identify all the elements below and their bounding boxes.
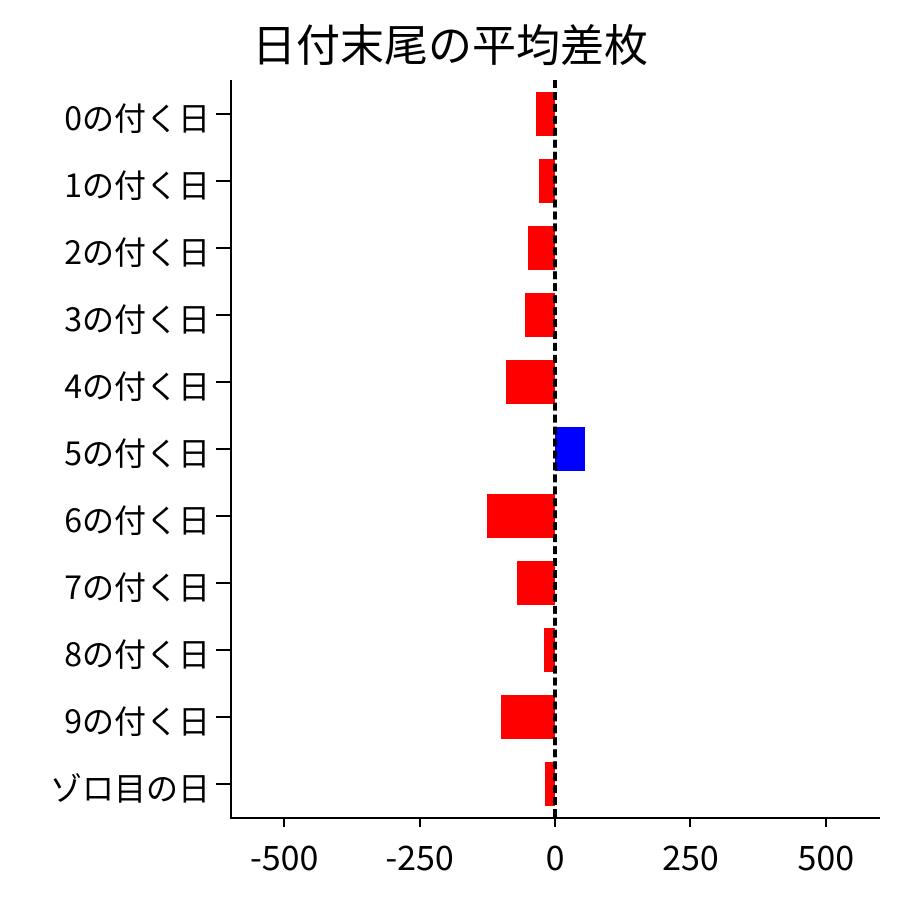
bar (487, 494, 555, 538)
zero-reference-line (553, 80, 557, 817)
y-tick-mark (216, 783, 230, 785)
bar (525, 293, 555, 337)
y-tick-label: ゾロ目の日 (0, 764, 210, 810)
y-tick-label: 4の付く日 (0, 362, 210, 408)
bar (517, 561, 555, 605)
y-axis-line (230, 80, 232, 817)
y-tick-mark (216, 582, 230, 584)
x-tick-mark (283, 817, 285, 827)
y-tick-mark (216, 113, 230, 115)
bar (528, 226, 555, 270)
x-tick-mark (554, 817, 556, 827)
y-tick-mark (216, 515, 230, 517)
x-tick-mark (419, 817, 421, 827)
x-tick-label: 250 (662, 831, 719, 880)
y-tick-mark (216, 649, 230, 651)
bar (555, 427, 585, 471)
x-tick-label: -250 (385, 831, 453, 880)
y-tick-label: 7の付く日 (0, 563, 210, 609)
y-tick-label: 5の付く日 (0, 429, 210, 475)
y-tick-label: 1の付く日 (0, 161, 210, 207)
y-tick-label: 9の付く日 (0, 697, 210, 743)
x-tick-label: 0 (546, 831, 565, 880)
y-tick-mark (216, 180, 230, 182)
bar-chart: 日付末尾の平均差枚 0の付く日 1の付く日 2の付く日 3の付く日 4の付く日 5の付く日… (0, 0, 900, 900)
y-tick-label: 0の付く日 (0, 94, 210, 140)
x-tick-mark (689, 817, 691, 827)
y-tick-mark (216, 247, 230, 249)
y-tick-label: 8の付く日 (0, 630, 210, 676)
y-tick-mark (216, 381, 230, 383)
y-tick-mark (216, 314, 230, 316)
y-tick-label: 6の付く日 (0, 496, 210, 542)
y-tick-label: 3の付く日 (0, 295, 210, 341)
x-tick-label: -500 (250, 831, 318, 880)
x-tick-label: 500 (798, 831, 855, 880)
plot-area (230, 80, 880, 820)
bar (506, 360, 555, 404)
bar (501, 695, 555, 739)
x-tick-mark (825, 817, 827, 827)
chart-title: 日付末尾の平均差枚 (0, 10, 900, 74)
y-tick-mark (216, 448, 230, 450)
y-tick-label: 2の付く日 (0, 228, 210, 274)
y-tick-mark (216, 716, 230, 718)
